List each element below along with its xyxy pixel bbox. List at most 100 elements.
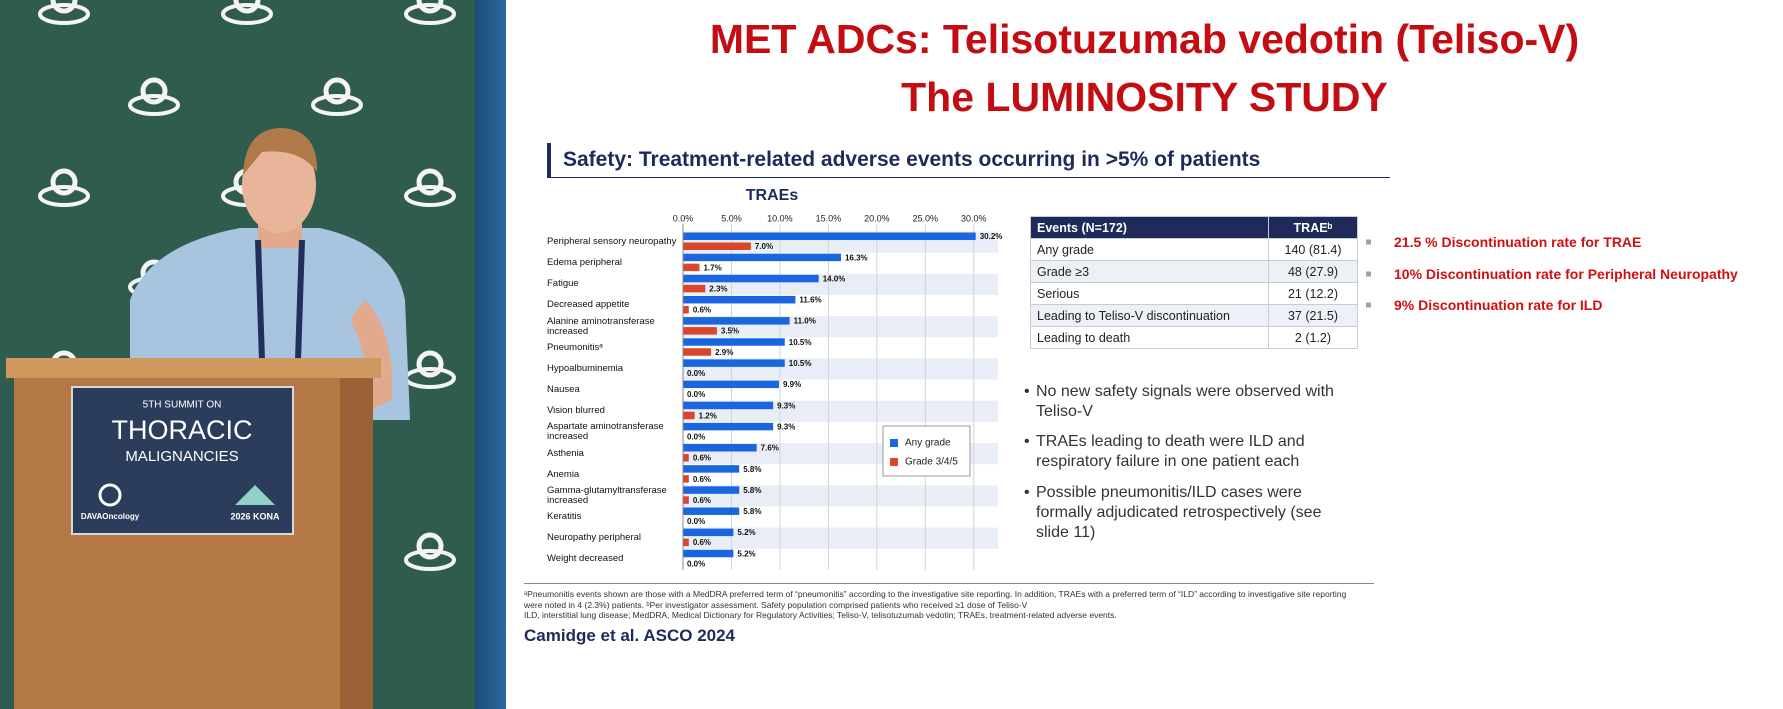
x-tick-label: 25.0% <box>913 213 939 223</box>
backdrop-logo <box>233 0 261 14</box>
note-bullet <box>1366 239 1371 245</box>
footnote-rule <box>524 583 1374 584</box>
bar <box>683 411 695 420</box>
value-label: 3.5% <box>721 327 739 336</box>
bar <box>683 317 790 325</box>
slide-title: The LUMINOSITY STUDY <box>901 74 1388 120</box>
row-band <box>683 527 998 549</box>
table-row: Any grade 140 (81.4) <box>1030 238 1358 261</box>
bar <box>683 401 774 410</box>
backdrop-logo <box>311 94 363 116</box>
note-bullet <box>1366 271 1371 276</box>
category-label: Hypoalbuminemia <box>547 362 624 374</box>
bar <box>683 295 796 304</box>
table-row: Leading to death 2 (1.2) <box>1030 326 1358 349</box>
heading-bar <box>547 143 551 177</box>
value-label: 0.0% <box>687 517 705 526</box>
sign-text: MALIGNANCIES <box>125 448 238 465</box>
bullet: No new safety signals were observed with… <box>1024 382 1356 422</box>
bar <box>683 422 774 431</box>
value-label: 16.3% <box>845 253 868 262</box>
value-label: 10.5% <box>789 338 812 347</box>
table-cell: 48 (27.9) <box>1268 260 1358 283</box>
backdrop-logo <box>416 350 444 378</box>
value-label: 7.6% <box>761 444 779 453</box>
table-header: Events (N=172) TRAEᵇ <box>1030 216 1358 239</box>
value-label: 1.2% <box>699 411 717 420</box>
category-label: Neuropathy peripheral <box>547 532 642 544</box>
bar <box>683 232 976 240</box>
legend-swatch <box>890 439 898 447</box>
value-label: 14.0% <box>823 274 846 283</box>
bar <box>683 359 785 367</box>
bar <box>683 549 734 558</box>
table-cell: Serious <box>1030 282 1269 305</box>
speaker-hand <box>350 300 393 410</box>
note: 10% Discontinuation rate for Peripheral … <box>1394 265 1738 282</box>
bar <box>683 465 740 473</box>
value-label: 30.2% <box>980 232 1003 241</box>
slide-title: MET ADCs: Telisotuzumab vedotin (Teliso-… <box>709 16 1580 62</box>
category-label: Alanine aminotransferase increased <box>547 315 655 337</box>
bar <box>683 507 740 515</box>
bar <box>683 274 819 283</box>
bar <box>683 380 779 389</box>
value-label: 0.0% <box>687 369 705 378</box>
category-label: Vision blurred <box>547 405 605 417</box>
x-tick-label: 0.0% <box>673 213 694 223</box>
bar <box>683 338 785 346</box>
category-label: Decreased appetite <box>547 299 630 311</box>
speaker-head <box>242 137 316 233</box>
value-label: 0.0% <box>687 432 705 441</box>
backdrop-strip <box>475 0 506 709</box>
bar <box>683 253 841 262</box>
value-label: 9.3% <box>777 422 795 431</box>
heading-rule <box>547 177 1390 178</box>
value-label: 0.6% <box>693 306 711 315</box>
row-band <box>683 485 998 507</box>
value-label: 2.9% <box>715 348 733 357</box>
table-cell: 21 (12.2) <box>1268 282 1358 305</box>
note: 21.5 % Discontinuation rate for TRAE <box>1394 234 1642 250</box>
value-label: 11.0% <box>794 317 816 326</box>
value-label: 0.6% <box>693 496 711 505</box>
category-label: Asthenia <box>547 447 584 459</box>
logo-icon <box>98 483 122 507</box>
footnote: ᵃPneumonitis events shown are those with… <box>524 589 1354 621</box>
value-label: 5.8% <box>743 507 761 516</box>
backdrop-logo <box>404 185 456 207</box>
category-label: Weight decreased <box>547 553 624 565</box>
value-label: 0.6% <box>693 454 711 463</box>
footnote-line: ᵃPneumonitis events shown are those with… <box>524 589 1347 610</box>
backdrop-logo <box>38 185 90 207</box>
table-cell: 2 (1.2) <box>1268 326 1358 349</box>
bar <box>683 263 700 272</box>
table-cell: Leading to Teliso-V discontinuation <box>1030 304 1269 327</box>
backdrop-logo <box>416 0 444 14</box>
value-label: 1.7% <box>703 263 721 272</box>
x-tick-label: 20.0% <box>864 213 890 223</box>
backdrop-logo <box>140 77 168 105</box>
backdrop-logo <box>50 0 78 14</box>
bar <box>683 528 734 537</box>
bar <box>683 454 689 462</box>
note-bullet <box>1366 302 1371 308</box>
logo-icon <box>235 485 275 505</box>
value-label: 11.6% <box>799 296 821 305</box>
category-label: Peripheral sensory neuropathy <box>547 236 677 247</box>
value-label: 10.5% <box>789 359 812 368</box>
value-label: 0.0% <box>687 390 705 399</box>
bar <box>683 327 717 335</box>
backdrop-logo <box>50 168 78 196</box>
bullet: Possible pneumonitis/ILD cases were form… <box>1024 483 1356 543</box>
bar <box>683 242 751 250</box>
backdrop-logo <box>221 3 273 25</box>
lanyard <box>255 239 305 361</box>
x-tick-label: 30.0% <box>961 213 987 223</box>
category-label: Edema peripheral <box>547 257 622 269</box>
bar <box>683 496 689 504</box>
speaker-video: 5TH SUMMIT ON THORACIC MALIGNANCIES DAVA… <box>0 0 506 709</box>
category-label: Anemia <box>547 468 580 480</box>
